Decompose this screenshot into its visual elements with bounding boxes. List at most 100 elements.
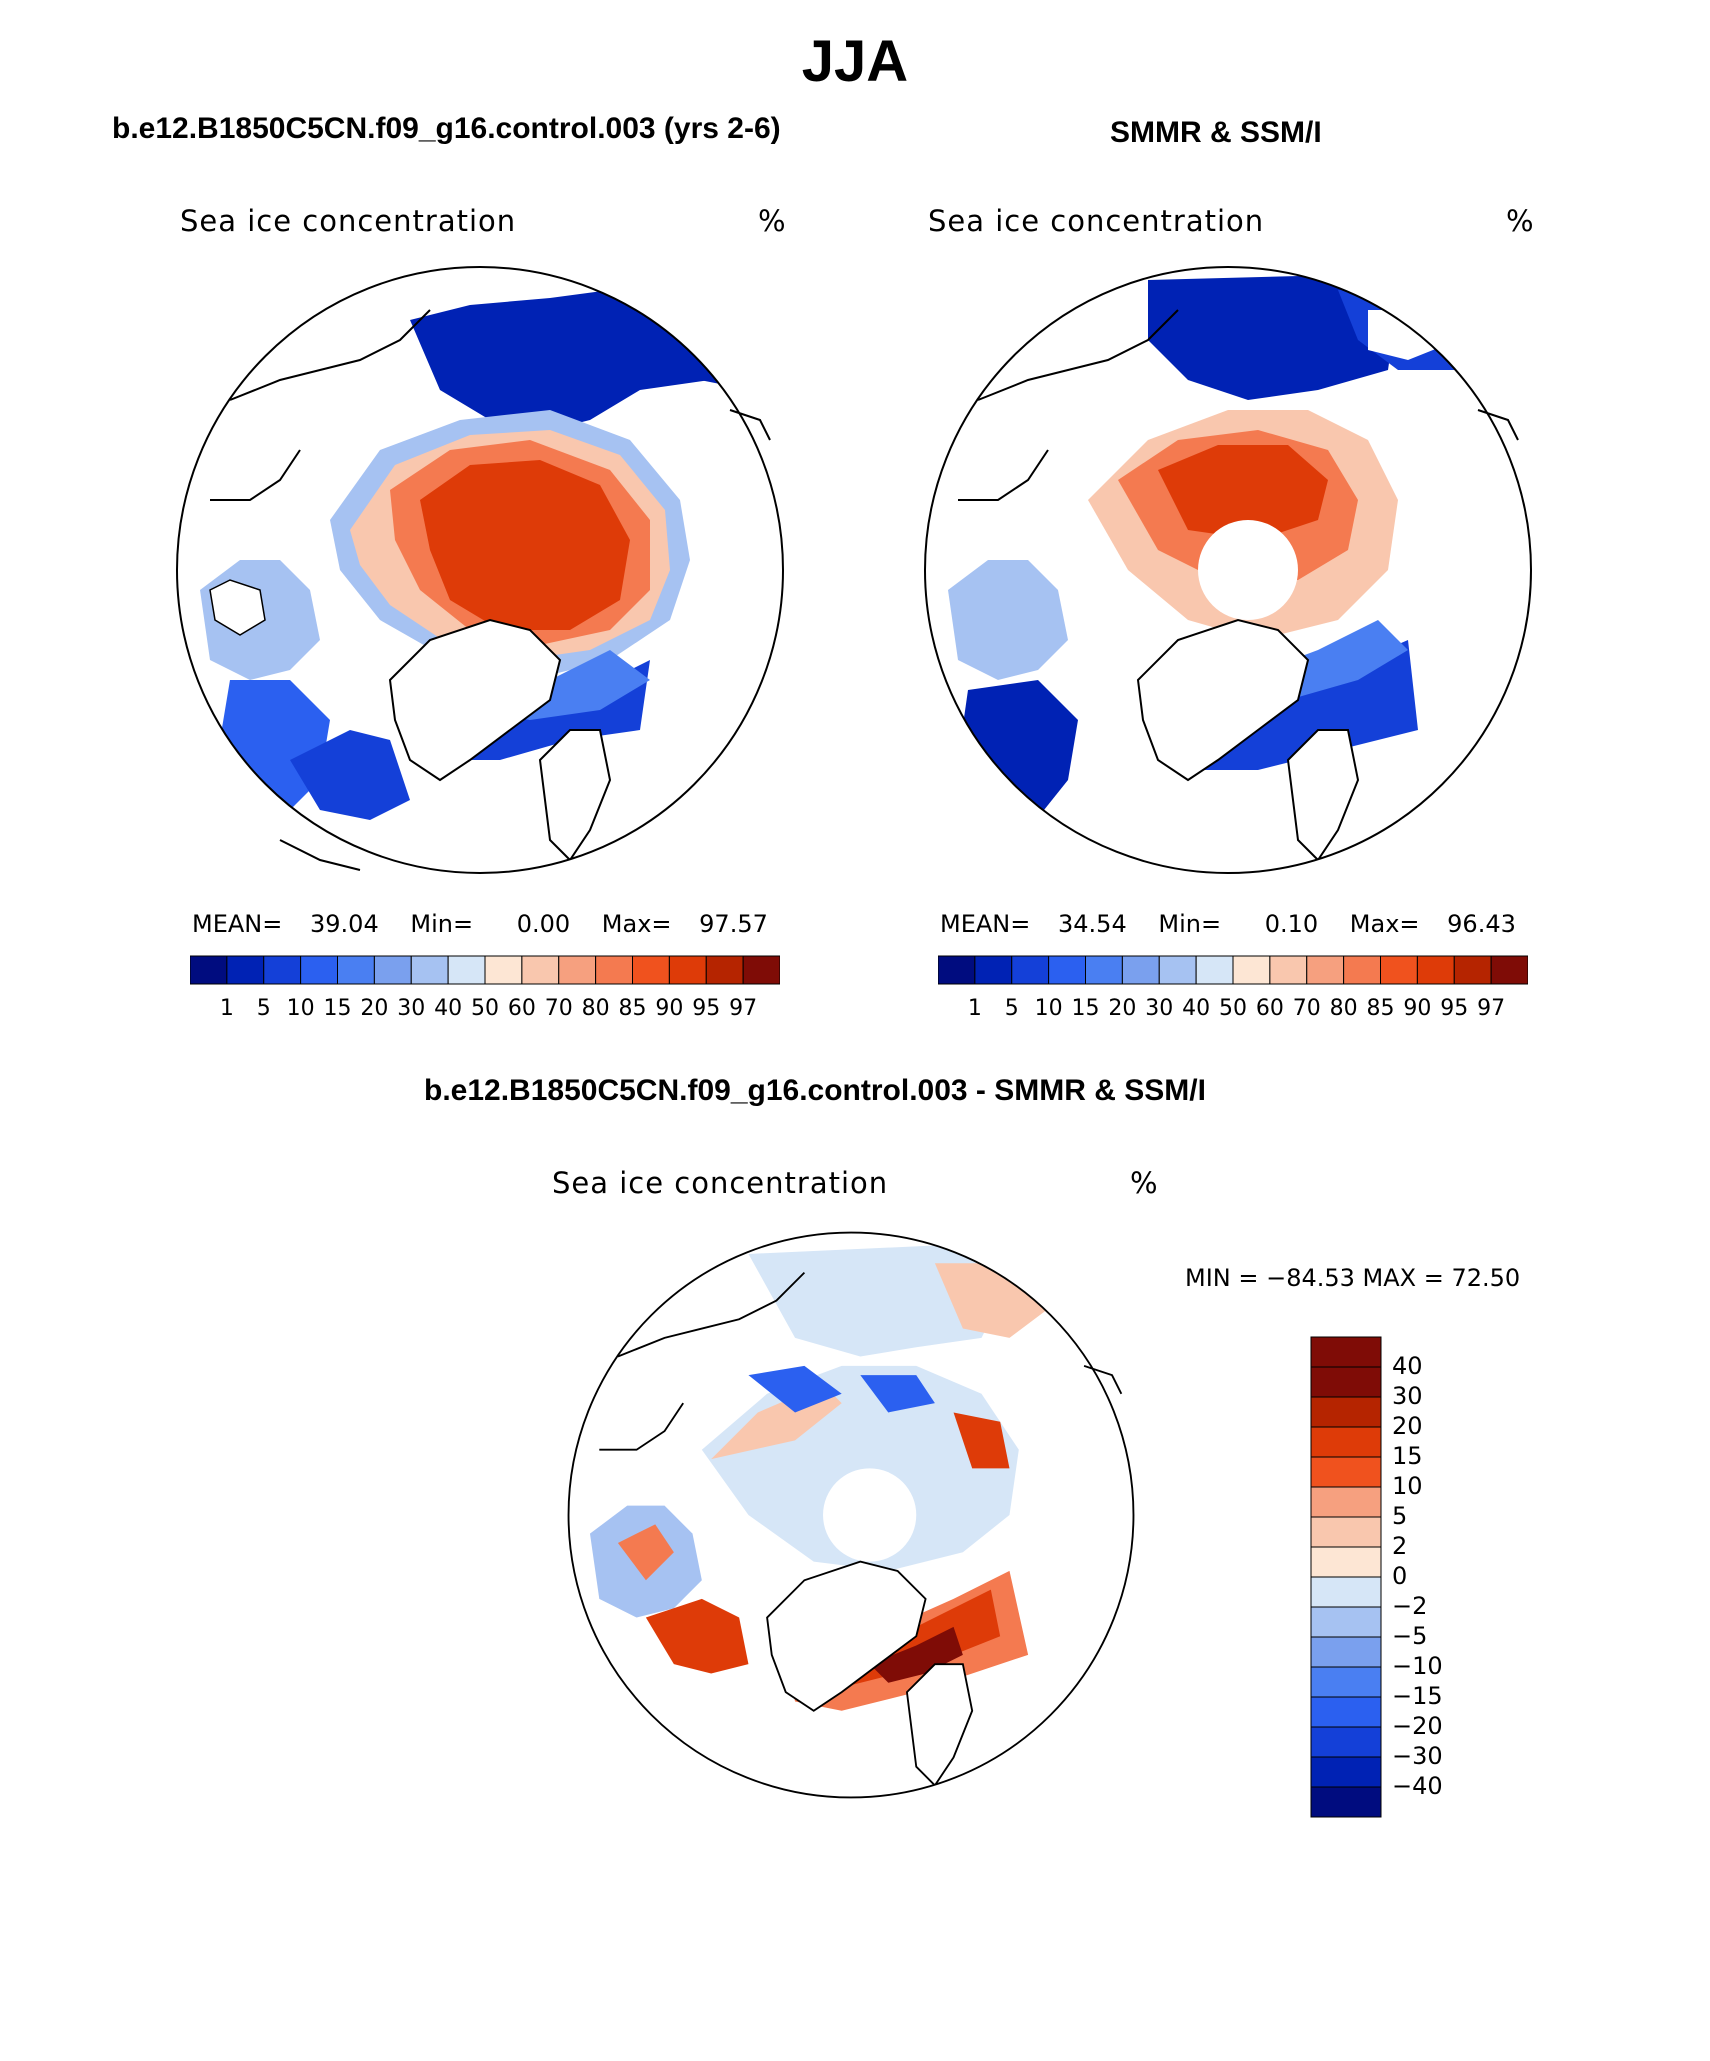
difference-colorbar-tick-label: −10 [1392,1652,1443,1680]
obs-colorbar-box-15 [1490,955,1528,985]
model-map-units: % [758,204,787,238]
obs-colorbar-tick-label: 40 [1182,996,1210,1021]
obs-colorbar-tick-label: 85 [1367,996,1395,1021]
model-panel-header: b.e12.B1850C5CN.f09_g16.control.003 (yrs… [112,112,781,145]
model-colorbar-tick-label: 90 [655,996,683,1021]
obs-colorbar-tick-label: 97 [1477,996,1505,1021]
obs-colorbar-tick-label: 20 [1108,996,1136,1021]
model-colorbar-tick-label: 50 [471,996,499,1021]
obs-colorbar-tick-label: 95 [1440,996,1468,1021]
model-colorbar-box-14 [705,955,744,985]
difference-colorbar-box-2 [1310,1396,1382,1428]
obs-min-label: Min= [1158,910,1222,938]
difference-colorbar-tick-label: 10 [1392,1472,1423,1500]
difference-map-units: % [1130,1166,1159,1200]
model-colorbar-box-0 [190,955,228,985]
difference-colorbar-box-6 [1310,1516,1382,1548]
obs-colorbar-tick-label: 80 [1330,996,1358,1021]
obs-colorbar-tick-label: 15 [1072,996,1100,1021]
model-colorbar-tick-label: 80 [582,996,610,1021]
model-mean-label: MEAN= [192,910,283,938]
difference-colorbar-tick-label: 5 [1392,1502,1407,1530]
model-colorbar-tick-label: 95 [692,996,720,1021]
model-map-title: Sea ice concentration [180,204,517,238]
model-colorbar-box-1 [226,955,265,985]
obs-colorbar-box-7 [1195,955,1234,985]
obs-colorbar-box-1 [974,955,1013,985]
model-colorbar-box-6 [410,955,449,985]
model-colorbar-tick-label: 70 [545,996,573,1021]
difference-colorbar-tick-label: 30 [1392,1382,1423,1410]
model-min-label: Min= [410,910,474,938]
difference-colorbar-box-11 [1310,1666,1382,1698]
model-colorbar-box-12 [632,955,670,985]
model-stats-line: MEAN= 39.04 Min= 0.00 Max= 97.57 [192,910,768,938]
obs-colorbar-box-5 [1121,955,1160,985]
difference-colorbar-tick-label: −15 [1392,1682,1443,1710]
difference-map [567,1231,1135,1799]
obs-colorbar-box-13 [1416,955,1455,985]
model-colorbar: 1 5 10 15 20 30 40 50 60 70 80 85 90 95 97 [190,955,780,1021]
obs-stats-line: MEAN= 34.54 Min= 0.10 Max= 96.43 [940,910,1516,938]
obs-map-units: % [1506,204,1535,238]
obs-colorbar-tick-label: 10 [1035,996,1063,1021]
model-map [176,266,784,874]
model-colorbar-tick-label: 97 [729,996,757,1021]
season-title: JJA [801,29,909,94]
obs-colorbar-box-0 [938,955,976,985]
difference-colorbar-tick-label: −5 [1392,1622,1427,1650]
model-colorbar-tick-label: 30 [397,996,425,1021]
difference-colorbar-box-8 [1310,1576,1382,1608]
obs-panel-header: SMMR & SSM/I [1110,116,1322,149]
difference-colorbar-tick-label: 40 [1392,1352,1423,1380]
obs-colorbar-tick-label: 90 [1403,996,1431,1021]
model-colorbar-box-15 [742,955,780,985]
obs-colorbar-box-14 [1453,955,1492,985]
model-colorbar-tick-label: 60 [508,996,536,1021]
difference-colorbar-box-7 [1310,1546,1382,1578]
obs-colorbar-box-8 [1232,955,1271,985]
difference-colorbar-tick-label: −2 [1392,1592,1427,1620]
difference-colorbar-tick-label: −20 [1392,1712,1443,1740]
model-colorbar-box-5 [373,955,412,985]
model-colorbar-box-2 [263,955,302,985]
obs-colorbar-box-6 [1158,955,1197,985]
difference-colorbar-box-10 [1310,1636,1382,1668]
obs-mean-value: 34.54 [1058,910,1127,938]
difference-colorbar-box-4 [1310,1456,1382,1488]
obs-map [924,266,1532,874]
model-colorbar-tick-label: 1 [220,996,234,1021]
model-colorbar-tick-label: 85 [619,996,647,1021]
difference-colorbar-box-14 [1310,1756,1382,1788]
difference-colorbar-box-0 [1310,1336,1382,1368]
difference-colorbar-box-1 [1310,1366,1382,1398]
obs-mean-label: MEAN= [940,910,1031,938]
obs-min-value: 0.10 [1264,910,1319,938]
difference-colorbar-box-13 [1310,1726,1382,1758]
difference-map-title: Sea ice concentration [552,1166,889,1200]
obs-colorbar-box-11 [1343,955,1382,985]
model-colorbar-tick-label: 40 [434,996,462,1021]
model-mean-value: 39.04 [310,910,379,938]
model-colorbar-box-7 [447,955,486,985]
obs-colorbar-box-2 [1011,955,1050,985]
obs-colorbar-box-12 [1380,955,1418,985]
difference-colorbar-box-12 [1310,1696,1382,1728]
model-colorbar-tick-label: 15 [324,996,352,1021]
obs-map-title: Sea ice concentration [928,204,1265,238]
difference-colorbar-tick-label: 15 [1392,1442,1423,1470]
difference-colorbar-tick-label: 0 [1392,1562,1407,1590]
model-colorbar-tick-label: 20 [360,996,388,1021]
difference-colorbar-tick-label: 20 [1392,1412,1423,1440]
difference-colorbar-box-9 [1310,1606,1382,1638]
model-colorbar-box-3 [300,955,339,985]
model-colorbar-box-8 [484,955,523,985]
obs-colorbar-box-3 [1048,955,1087,985]
obs-colorbar: 1 5 10 15 20 30 40 50 60 70 80 85 90 95 97 [938,955,1528,1021]
difference-colorbar-tick-label: −30 [1392,1742,1443,1770]
obs-colorbar-tick-label: 70 [1293,996,1321,1021]
obs-colorbar-tick-label: 60 [1256,996,1284,1021]
obs-colorbar-tick-label: 5 [1005,996,1019,1021]
obs-colorbar-tick-label: 50 [1219,996,1247,1021]
